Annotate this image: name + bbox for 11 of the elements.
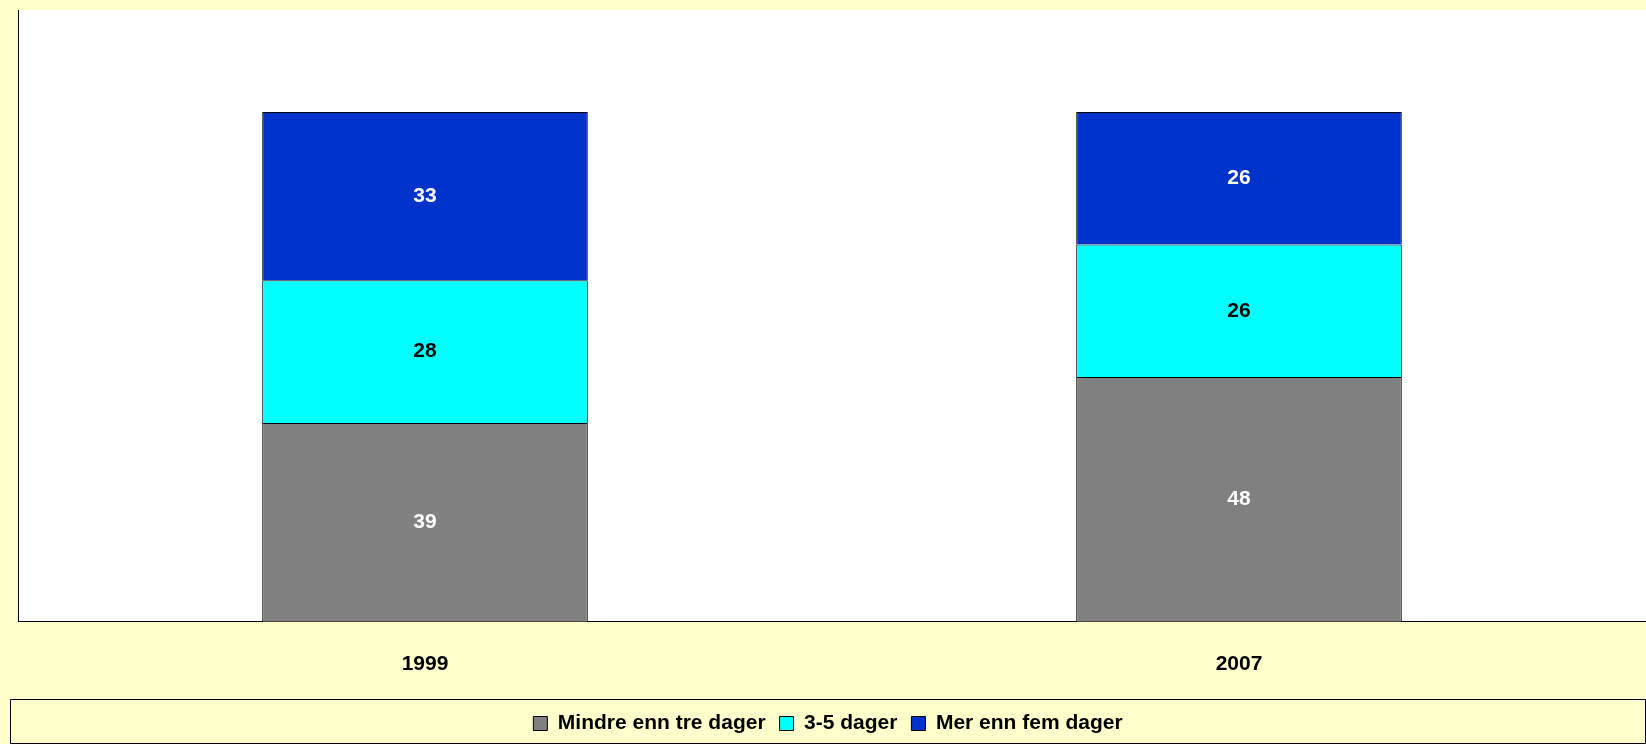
x-tick-label: 2007 — [1215, 651, 1263, 675]
x-tick-label: 1999 — [401, 651, 449, 675]
data-label: 33 — [413, 182, 437, 206]
data-label: 26 — [1227, 165, 1251, 189]
data-label: 39 — [413, 509, 437, 533]
legend-label: 3-5 dager — [804, 710, 898, 734]
data-label: 26 — [1227, 297, 1251, 321]
legend-label: Mindre enn tre dager — [557, 710, 766, 734]
data-label: 48 — [1227, 486, 1251, 510]
legend-label: Mer enn fem dager — [935, 710, 1123, 734]
data-label: 28 — [413, 338, 437, 362]
